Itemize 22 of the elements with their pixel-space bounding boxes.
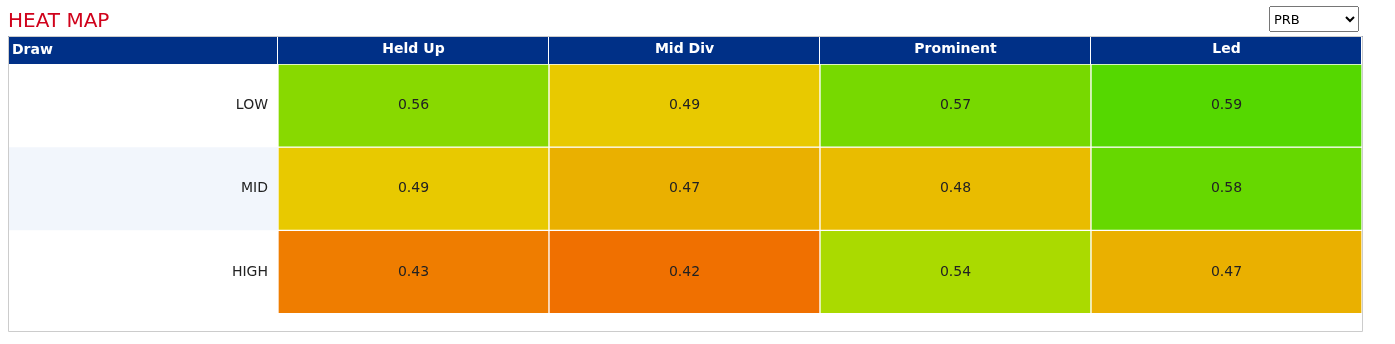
data-label: 0.56 <box>397 96 430 113</box>
data-label: 0.49 <box>668 96 701 113</box>
data-label: 0.43 <box>397 262 430 279</box>
dropdown: PRB <box>1269 6 1359 32</box>
x-tick-label: Prominent <box>914 40 997 57</box>
y-tick-label: LOW <box>235 96 269 113</box>
text: HEAT MAP <box>8 8 110 32</box>
y-tick-label: MID <box>241 179 268 196</box>
data-label: 0.57 <box>939 96 972 113</box>
data-label: 0.59 <box>1210 96 1243 113</box>
data-label: 0.49 <box>397 179 430 196</box>
x-tick-label: Held Up <box>382 40 445 57</box>
data-label: 0.58 <box>1210 179 1243 196</box>
data-label: 0.47 <box>1210 262 1243 279</box>
data-label: 0.47 <box>668 179 701 196</box>
x-tick-label: Mid Div <box>654 40 715 57</box>
data-label: 0.42 <box>668 262 701 279</box>
y-tick-label: HIGH <box>231 262 268 279</box>
data-label: 0.48 <box>939 179 972 196</box>
text: Draw <box>12 40 53 57</box>
data-label: 0.54 <box>939 262 972 279</box>
x-tick-label: Led <box>1212 40 1241 57</box>
